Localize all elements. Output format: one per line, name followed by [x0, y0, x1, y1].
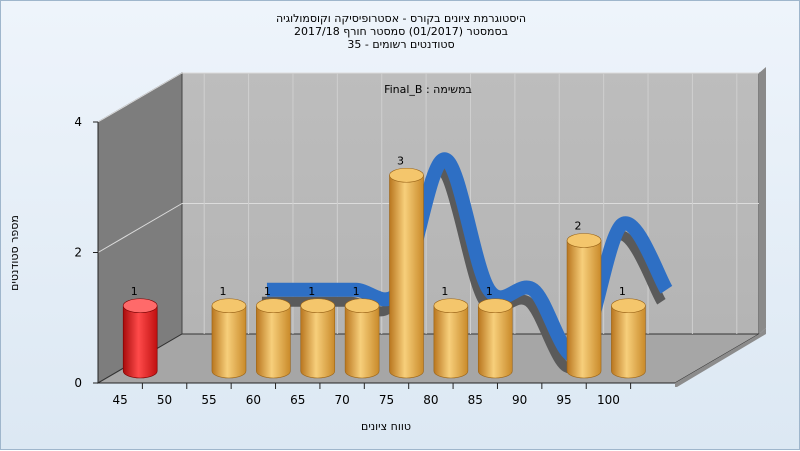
- x-tick-label: 55: [201, 393, 216, 407]
- bar-55: [211, 298, 247, 379]
- bar-cap: [122, 298, 158, 314]
- data-label: 1: [441, 285, 448, 298]
- x-tick-label: 75: [379, 393, 394, 407]
- labels-layer: 0 2 4 45 50 55 60 65 70 75 80 85 90 95 100 1 1 1 1 1 3 1 1 2 1: [74, 115, 632, 407]
- grid-line-side: [97, 203, 183, 253]
- y-tick-label: 0: [74, 376, 82, 390]
- data-label: 1: [353, 285, 360, 298]
- x-tick-label: 85: [468, 393, 483, 407]
- data-label: 1: [486, 285, 493, 298]
- chart-floor: [96, 333, 761, 384]
- data-label: 2: [575, 220, 582, 233]
- bar-cap: [211, 298, 247, 314]
- bar-body: [211, 305, 247, 379]
- x-tick-label: 95: [556, 393, 571, 407]
- bar-body: [344, 305, 380, 379]
- bar-70: [344, 298, 380, 379]
- bar-body: [566, 240, 602, 379]
- data-label: 1: [131, 285, 138, 298]
- bar-80: [433, 298, 469, 379]
- data-label: 1: [219, 285, 226, 298]
- bar-cap: [300, 298, 336, 314]
- data-label: 1: [619, 285, 626, 298]
- data-label: 1: [308, 285, 315, 298]
- chart-title-line-1: היסטוגרמת ציונים בקורס - אסטרופיסיקה וקו…: [275, 12, 527, 25]
- bars-layer: [122, 167, 646, 379]
- bar-65: [300, 298, 336, 379]
- y-axis-title: מספר סטודנטים: [8, 215, 21, 291]
- chart-floor-edge: [675, 328, 766, 387]
- bar-body: [300, 305, 336, 379]
- bar-cap: [477, 298, 513, 314]
- bar-60: [256, 298, 291, 379]
- bar-body: [389, 174, 424, 379]
- bar-body: [477, 305, 513, 379]
- x-tick-label: 60: [246, 393, 261, 407]
- y-tick-label: 2: [74, 246, 82, 260]
- bar-body: [256, 305, 291, 379]
- x-axis-title: טווח ציונים: [361, 420, 411, 433]
- bar-75: [389, 167, 424, 379]
- chart-title-line-3: סטודנטים רשומים - 35: [347, 38, 455, 51]
- curve-ribbon: [266, 152, 673, 364]
- bar-cap: [344, 298, 380, 314]
- bar-95: [566, 233, 602, 379]
- bar-cap: [611, 298, 646, 314]
- bar-cap: [256, 298, 291, 314]
- bar-cap: [389, 167, 424, 183]
- bar-cap: [566, 233, 602, 248]
- x-tick-label: 80: [423, 393, 438, 407]
- x-tick-label: 50: [157, 393, 172, 407]
- x-tick-label: 90: [512, 393, 527, 407]
- bar-cap: [433, 298, 469, 314]
- bar-85: [477, 298, 513, 379]
- x-tick-label: 70: [334, 393, 349, 407]
- data-label: 3: [397, 154, 404, 167]
- x-tick-label: 65: [290, 393, 305, 407]
- grid-line-side: [97, 72, 183, 123]
- chart-title-line-2: בסמסטר (01/2017) סמסטר חורף 2017/18: [294, 25, 508, 38]
- bar-100: [611, 298, 646, 379]
- chart-back-wall-edge: [759, 67, 766, 334]
- bar-body: [122, 305, 158, 379]
- y-tick-label: 4: [74, 115, 82, 129]
- x-tick-label: 45: [113, 393, 128, 407]
- bar-body: [611, 305, 646, 379]
- bar-body: [433, 305, 469, 379]
- x-tick-label: 100: [597, 393, 620, 407]
- chart-annotation: במשימה : Final_B: [384, 83, 472, 96]
- bar-45: [122, 298, 158, 379]
- data-label: 1: [264, 285, 271, 298]
